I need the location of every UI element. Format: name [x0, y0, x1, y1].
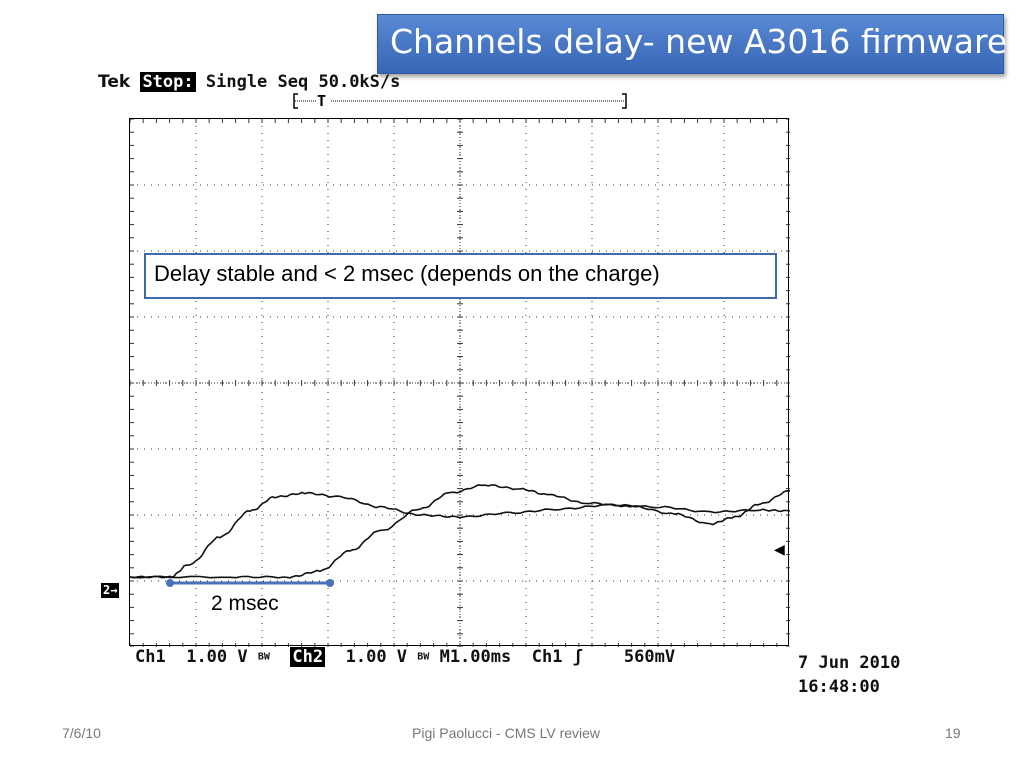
trigger-level: 560mV: [623, 647, 676, 667]
title-banner: Channels delay- new A3016 firmware: [377, 14, 1008, 74]
ch2-trace: [130, 484, 790, 579]
ch1-scale: 1.00 V: [186, 647, 248, 667]
scope-sample-rate: 50.0kS/s: [318, 72, 401, 92]
scope-date: 7 Jun 2010: [798, 653, 901, 673]
timebase: M1.00ms: [439, 647, 512, 667]
scope-readout: Ch1 1.00 V BW Ch2 1.00 V BW M1.00ms Ch1 …: [135, 647, 675, 667]
annotation-box: Delay stable and < 2 msec (depends on th…: [144, 253, 777, 299]
scope-time: 16:48:00: [798, 677, 880, 697]
graticule-grid: [130, 119, 790, 647]
ch2-ground-marker: 2→: [101, 583, 120, 598]
delay-start-dot: [166, 579, 174, 587]
trigger-level-arrow-icon: ◀: [774, 541, 785, 557]
scope-mode: Single Seq: [205, 72, 309, 92]
bw1-icon: BW: [257, 651, 270, 663]
scope-datestamp: 7 Jun 2010 16:48:00: [798, 651, 900, 699]
ch2-scale: 1.00 V: [345, 647, 408, 667]
waveform-display: [130, 119, 790, 647]
bw2-icon: BW: [417, 651, 430, 663]
delay-end-dot: [326, 579, 334, 587]
ch2-label: Ch2: [290, 647, 326, 667]
ch1-trace: [130, 491, 790, 579]
delay-label: 2 msec: [211, 592, 279, 615]
footer-center: Pigi Paolucci - CMS LV review: [412, 725, 601, 741]
scope-graticule: [129, 118, 790, 647]
trigger-source: Ch1: [531, 647, 563, 667]
trigger-slope-icon: ʃ: [572, 647, 583, 667]
trigger-pos-label: T: [317, 92, 326, 110]
trigger-bracket-icon: T: [293, 92, 627, 110]
footer-page-number: 19: [945, 725, 961, 741]
ch1-label: Ch1: [135, 647, 166, 667]
scope-state: Stop:: [140, 72, 196, 92]
trigger-position-bar: T: [290, 90, 630, 112]
footer-date: 7/6/10: [62, 725, 101, 741]
scope-status-bar: Tek Stop: Single Seq 50.0kS/s: [98, 72, 400, 92]
slide-title: Channels delay- new A3016 firmware: [390, 22, 1008, 61]
scope-brand: Tek: [98, 72, 131, 92]
